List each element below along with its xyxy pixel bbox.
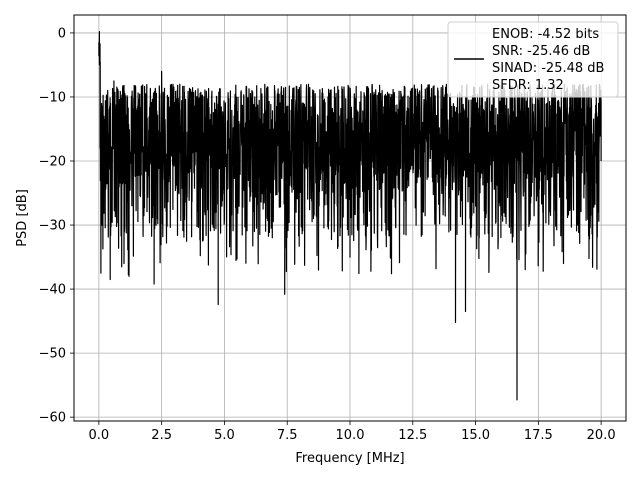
y-tick-label: −20 (39, 155, 66, 170)
x-tick-label: 0.0 (89, 428, 110, 443)
y-tick-label: −40 (39, 283, 66, 298)
x-tick-label: 12.5 (398, 428, 427, 443)
legend-line-snr: SNR: -25.46 dB (492, 44, 590, 59)
y-tick-label: 0 (58, 26, 66, 41)
legend-line-enob: ENOB: -4.52 bits (492, 27, 599, 42)
x-tick-label: 20.0 (587, 428, 616, 443)
x-tick-label: 10.0 (336, 428, 365, 443)
x-axis: 0.0 2.5 5.0 7.5 10.0 12.5 15.0 17.5 20.0 (89, 421, 616, 443)
y-axis-label: PSD [dB] (15, 189, 30, 247)
y-tick-label: −50 (39, 347, 66, 362)
legend-line-sinad: SINAD: -25.48 dB (492, 61, 604, 76)
x-axis-label: Frequency [MHz] (295, 451, 404, 466)
x-tick-label: 7.5 (277, 428, 298, 443)
legend: ENOB: -4.52 bits SNR: -25.46 dB SINAD: -… (447, 21, 619, 98)
y-tick-label: −60 (39, 411, 66, 426)
x-tick-label: 2.5 (151, 428, 172, 443)
legend-line-sfdr: SFDR: 1.32 (492, 78, 564, 93)
y-tick-label: −10 (39, 90, 66, 105)
y-tick-label: −30 (39, 219, 66, 234)
x-tick-label: 15.0 (461, 428, 490, 443)
y-axis: 0 −10 −20 −30 −40 −50 −60 (39, 26, 74, 426)
legend-box (447, 21, 619, 98)
x-tick-label: 17.5 (524, 428, 553, 443)
x-tick-label: 5.0 (214, 428, 235, 443)
